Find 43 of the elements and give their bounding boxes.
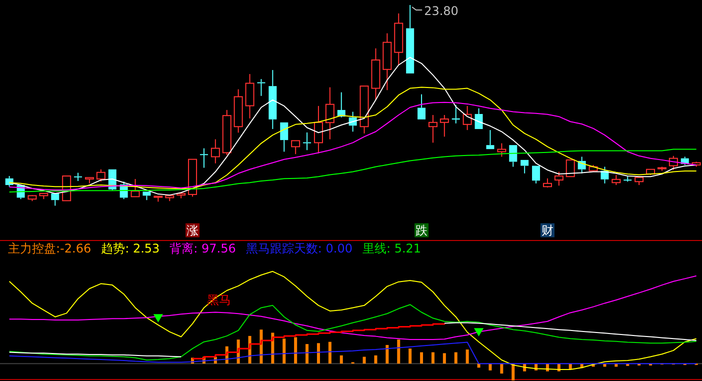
candlestick	[314, 105, 323, 154]
bar	[477, 364, 480, 368]
candlestick	[200, 148, 208, 168]
text: 背离: 97.56	[170, 241, 236, 256]
candlestick	[325, 86, 334, 140]
candlestick	[394, 12, 404, 66]
candlestick	[428, 114, 438, 144]
candlestick	[462, 105, 472, 131]
text: 趋势: 2.53	[101, 241, 160, 256]
bar	[512, 364, 515, 380]
candlestick	[303, 132, 312, 151]
candlestick	[245, 74, 254, 119]
x-tick-label: 涨	[186, 223, 199, 238]
bar	[454, 352, 458, 364]
candlestick	[257, 78, 266, 96]
candlestick	[371, 48, 380, 100]
x-tick-label: 财	[541, 223, 554, 238]
bar	[316, 343, 320, 364]
bar	[306, 344, 309, 364]
bar	[374, 355, 378, 364]
annotation: 23.80	[424, 4, 458, 18]
bar	[328, 342, 332, 364]
bar	[466, 349, 469, 364]
bar	[362, 356, 366, 364]
bar	[488, 364, 492, 370]
bar	[408, 348, 412, 364]
x-tick-label: 跌	[416, 223, 428, 238]
bar	[420, 352, 424, 364]
bar	[500, 364, 504, 374]
text: 黑马跟踪天数: 0.00	[246, 241, 352, 256]
candlestick	[382, 32, 392, 91]
bar	[294, 337, 298, 364]
candlestick	[210, 138, 220, 164]
bar	[340, 355, 343, 364]
bar	[282, 338, 286, 364]
text: 主力控盘:-2.66	[8, 241, 92, 256]
bar	[386, 344, 389, 364]
bar	[442, 353, 446, 364]
bar	[431, 352, 434, 364]
text: 里线: 5.21	[362, 241, 422, 256]
candlestick	[268, 70, 277, 130]
bar	[568, 364, 572, 370]
bar	[397, 340, 400, 364]
